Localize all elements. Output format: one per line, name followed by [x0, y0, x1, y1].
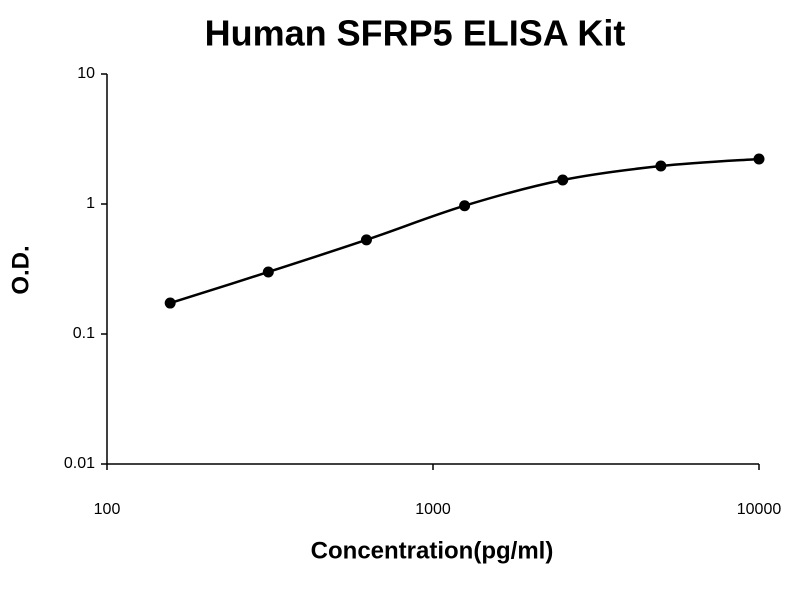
y-axis-label: O.D.: [7, 245, 34, 294]
data-point: [753, 153, 765, 165]
data-point: [360, 234, 372, 246]
data-point: [459, 200, 471, 212]
y-tick-label: 0.01: [64, 455, 95, 472]
data-point: [655, 160, 667, 172]
x-axis-label: Concentration(pg/ml): [311, 537, 554, 564]
fit-curve: [169, 157, 760, 305]
data-point: [262, 266, 274, 278]
data-point: [164, 297, 176, 309]
y-tick-label: 0.1: [73, 325, 95, 342]
y-tick-label: 10: [77, 65, 95, 82]
x-tick-label: 1000: [415, 501, 451, 518]
data-point: [557, 174, 569, 186]
x-tick-label: 10000: [737, 501, 782, 518]
x-tick-label: 100: [94, 501, 121, 518]
chart-title: Human SFRP5 ELISA Kit: [205, 13, 626, 54]
y-tick-label: 1: [86, 195, 95, 212]
